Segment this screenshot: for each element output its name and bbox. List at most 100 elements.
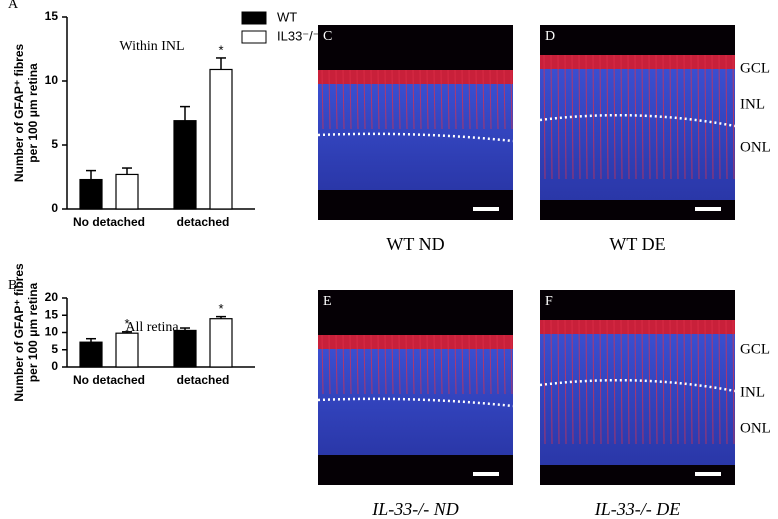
significance: *	[218, 42, 223, 57]
gcl-band	[540, 320, 735, 336]
y-axis-label: per 100 μm retina	[26, 282, 40, 382]
glial-fibre	[496, 334, 499, 395]
glial-fibre	[732, 54, 735, 180]
subtitle: Within INL	[119, 39, 184, 54]
glial-fibre	[648, 54, 651, 180]
glial-fibre	[475, 69, 478, 130]
glial-fibre	[321, 334, 324, 395]
scale-bar	[473, 472, 499, 476]
glial-fibre	[447, 69, 450, 130]
y-axis-label: Number of GFAP⁺ fibres	[12, 44, 26, 183]
glial-fibre	[503, 69, 506, 130]
glial-fibre	[620, 54, 623, 180]
significance: *	[124, 316, 129, 331]
x-tick-label: No detached	[73, 373, 145, 387]
glial-fibre	[697, 319, 700, 445]
glial-fibre	[342, 69, 345, 130]
panel-label: B	[8, 278, 17, 293]
panel-caption: IL-33-/- DE	[594, 499, 680, 519]
layer-label: GCL	[740, 341, 770, 357]
glial-fibre	[356, 334, 359, 395]
glial-fibre	[641, 319, 644, 445]
panel-caption: WT ND	[386, 234, 444, 254]
glial-fibre	[676, 319, 679, 445]
olm-line	[317, 397, 514, 408]
glial-fibre	[349, 334, 352, 395]
glial-fibre	[550, 319, 553, 445]
glial-fibre	[697, 54, 700, 180]
glial-fibre	[662, 319, 665, 445]
glial-fibre	[641, 54, 644, 180]
panel-label: D	[545, 29, 555, 44]
y-tick-label: 5	[51, 137, 58, 151]
glial-fibre	[496, 69, 499, 130]
olm-line	[539, 113, 736, 128]
glial-fibre	[342, 334, 345, 395]
glial-fibre	[454, 334, 457, 395]
glial-fibre	[592, 319, 595, 445]
glial-fibre	[676, 54, 679, 180]
glial-fibre	[433, 334, 436, 395]
significance: *	[218, 301, 223, 316]
glial-fibre	[489, 334, 492, 395]
glial-fibre	[550, 54, 553, 180]
layer-label: ONL	[740, 139, 771, 155]
glial-fibre	[447, 334, 450, 395]
glial-fibre	[461, 334, 464, 395]
y-tick-label: 10	[45, 325, 59, 339]
glial-fibre	[356, 69, 359, 130]
glial-fibre	[335, 334, 338, 395]
x-tick-label: detached	[177, 373, 230, 387]
layer-label: INL	[740, 384, 765, 400]
glial-fibre	[683, 319, 686, 445]
glial-fibre	[328, 334, 331, 395]
glial-fibre	[578, 319, 581, 445]
olm-line	[539, 378, 736, 393]
glial-fibre	[405, 334, 408, 395]
glial-fibre	[468, 334, 471, 395]
glial-fibre	[613, 319, 616, 445]
glial-fibre	[732, 319, 735, 445]
glial-fibre	[725, 54, 728, 180]
glial-fibre	[328, 69, 331, 130]
glial-fibre	[578, 54, 581, 180]
glial-fibre	[440, 69, 443, 130]
y-tick-label: 5	[51, 342, 58, 356]
glial-fibre	[557, 54, 560, 180]
glial-fibre	[683, 54, 686, 180]
y-axis-label: Number of GFAP⁺ fibres	[12, 263, 26, 402]
olm-line	[317, 132, 514, 143]
glial-fibre	[704, 54, 707, 180]
glial-fibre	[335, 69, 338, 130]
glial-fibre	[711, 319, 714, 445]
glial-fibre	[482, 334, 485, 395]
glial-fibre	[419, 334, 422, 395]
glial-fibre	[363, 334, 366, 395]
x-tick-label: detached	[177, 215, 230, 229]
legend-swatch	[241, 30, 267, 44]
glial-fibre	[363, 69, 366, 130]
glial-fibre	[648, 319, 651, 445]
gcl-band	[540, 55, 735, 71]
glial-fibre	[510, 334, 513, 395]
glial-fibre	[557, 319, 560, 445]
glial-fibre	[405, 69, 408, 130]
panel-label: C	[323, 29, 332, 44]
bar	[79, 341, 103, 368]
glial-fibre	[468, 69, 471, 130]
glial-fibre	[391, 334, 394, 395]
glial-fibre	[454, 69, 457, 130]
legend-label: IL33⁻/⁻	[277, 28, 320, 43]
y-tick-label: 20	[45, 290, 59, 304]
glial-fibre	[613, 54, 616, 180]
bar	[115, 173, 139, 210]
panel-label: A	[8, 0, 19, 12]
legend-label: WT	[277, 9, 297, 24]
glial-fibre	[489, 69, 492, 130]
bar	[173, 329, 197, 368]
glial-fibre	[377, 334, 380, 395]
glial-fibre	[620, 319, 623, 445]
y-axis-label: per 100 μm retina	[26, 63, 40, 163]
panel-caption: WT DE	[609, 234, 665, 254]
glial-fibre	[370, 69, 373, 130]
